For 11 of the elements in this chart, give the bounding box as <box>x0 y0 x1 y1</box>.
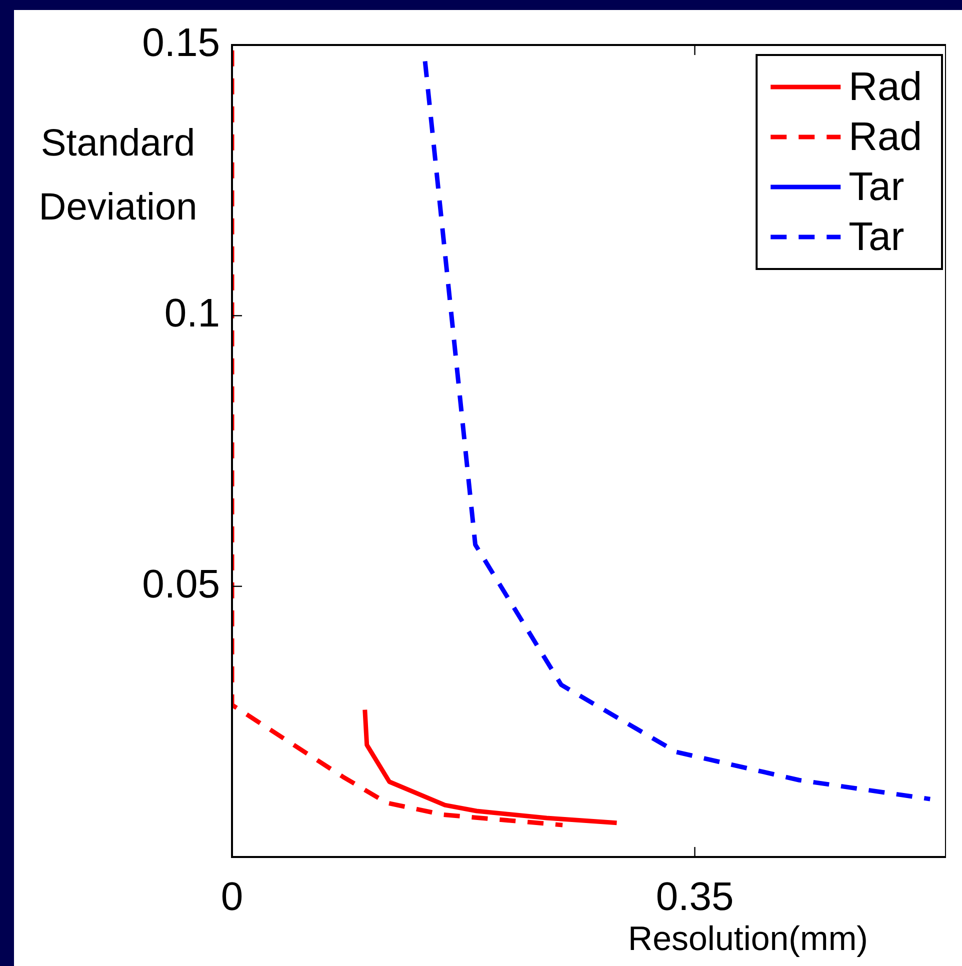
legend-label: Tar <box>848 165 904 210</box>
x-tick-label: 0.35 <box>656 875 734 920</box>
x-axis-title: Resolution(mm) <box>628 920 868 958</box>
legend-label: Rad <box>848 115 922 160</box>
y-tick-label: 0.1 <box>164 292 220 336</box>
y-tick-label: 0.05 <box>142 562 220 606</box>
y-tick-label: 0.15 <box>142 21 220 66</box>
legend-label: Rad <box>848 65 922 110</box>
x-tick-label: 0 <box>220 875 244 920</box>
legend-label: Tar <box>848 215 904 260</box>
y-axis-title: Standard Deviation <box>38 122 198 228</box>
